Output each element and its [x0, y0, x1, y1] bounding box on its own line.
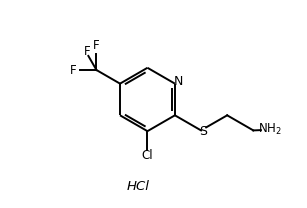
Text: Cl: Cl	[142, 149, 153, 162]
Text: HCl: HCl	[127, 180, 150, 193]
Text: F: F	[93, 39, 100, 52]
Text: S: S	[199, 125, 207, 138]
Text: F: F	[70, 64, 76, 77]
Text: N: N	[174, 75, 183, 88]
Text: F: F	[84, 45, 91, 58]
Text: NH$_2$: NH$_2$	[258, 122, 282, 137]
